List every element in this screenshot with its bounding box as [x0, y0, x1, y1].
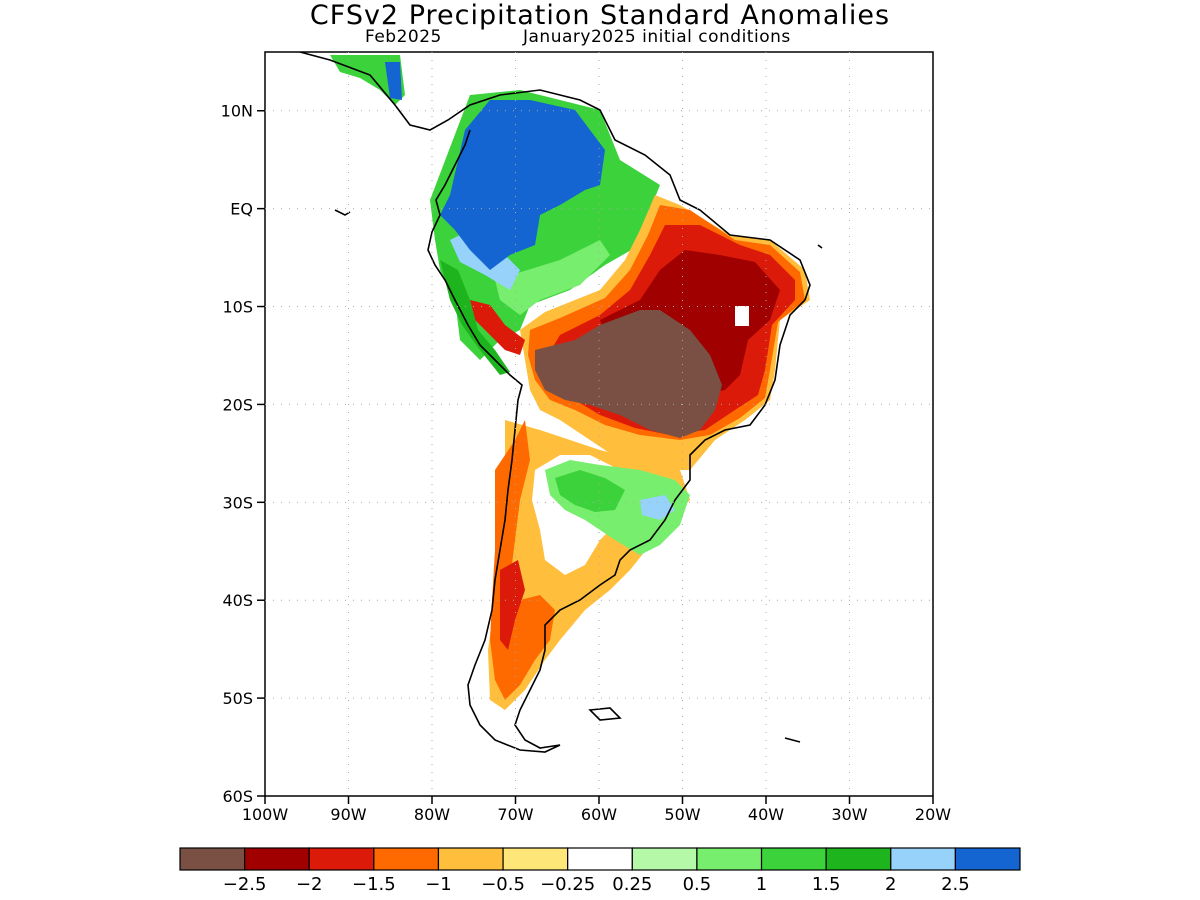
chart-title: CFSv2 Precipitation Standard Anomalies [309, 0, 891, 31]
lat-tick-label: 60S [222, 787, 253, 806]
lon-tick-label: 20W [915, 805, 951, 824]
lon-tick-label: 30W [831, 805, 867, 824]
colorbar-swatch [696, 847, 763, 871]
colorbar-swatch [631, 847, 698, 871]
colorbar-label: −2.5 [223, 874, 267, 895]
anomaly-region-south-lightblue [640, 495, 675, 520]
lon-tick-label: 50W [664, 805, 700, 824]
initial-conditions: January2025 initial conditions [523, 27, 791, 47]
anomaly-field [330, 55, 810, 710]
anomaly-region-south-green [555, 470, 625, 512]
colorbar-label: 0.25 [612, 874, 652, 895]
lon-tick-label: 100W [242, 805, 289, 824]
colorbar-swatch [954, 847, 1021, 871]
lat-tick-label: 20S [222, 395, 253, 414]
colorbar-label: 1 [756, 874, 767, 895]
anomaly-region-andes-red [470, 300, 525, 355]
anomaly-region-north-lightgreen [495, 240, 610, 315]
forecast-month: Feb2025 [365, 27, 442, 47]
lat-tick-label: 40S [222, 591, 253, 610]
colorbar-label: 0.5 [683, 874, 712, 895]
lon-tick-label: 40W [748, 805, 784, 824]
colorbar-swatch [373, 847, 440, 871]
colorbar-swatch [890, 847, 956, 871]
colorbar-label: 2.5 [941, 874, 970, 895]
colorbar: −2.5 −2 −1.5 −1 −0.5 −0.25 0.25 0.5 1 1.5 2 2.5 [179, 847, 1021, 895]
colorbar-swatch [825, 847, 892, 871]
colorbar-label: −1.5 [352, 874, 396, 895]
lat-tick-label: 10N [221, 102, 253, 121]
colorbar-swatch [244, 847, 310, 871]
anomaly-region-brazil-brown [535, 310, 722, 438]
colorbar-label: −1 [425, 874, 452, 895]
lat-tick-label: 50S [222, 689, 253, 708]
colorbar-label: 2 [885, 874, 896, 895]
lat-tick-label: 10S [222, 298, 253, 317]
colorbar-label: −0.5 [481, 874, 525, 895]
colorbar-swatch [179, 847, 246, 871]
colorbar-swatch [760, 847, 827, 871]
colorbar-swatch [567, 847, 633, 871]
colorbar-swatch [437, 847, 504, 871]
colorbar-label: −2 [296, 874, 323, 895]
lat-tick-label: EQ [230, 200, 253, 219]
lon-tick-label: 80W [414, 805, 450, 824]
anomaly-region-south-red [500, 560, 525, 650]
lon-tick-label: 70W [497, 805, 533, 824]
lon-tick-label: 90W [330, 805, 366, 824]
lat-tick-label: 30S [222, 493, 253, 512]
anomaly-region-north-blue [440, 100, 605, 270]
anomaly-missing-white-cell [735, 306, 749, 326]
anomaly-region-andes-green [440, 260, 510, 375]
colorbar-swatch [502, 847, 569, 871]
colorbar-label: 1.5 [812, 874, 841, 895]
colorbar-label: −0.25 [540, 874, 595, 895]
anomaly-region-central-america-blue [385, 62, 402, 100]
colorbar-swatch [308, 847, 375, 871]
lon-tick-label: 60W [581, 805, 617, 824]
